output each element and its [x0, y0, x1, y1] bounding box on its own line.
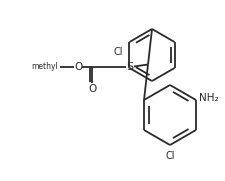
Text: methyl: methyl [31, 62, 58, 71]
Text: Cl: Cl [165, 151, 175, 161]
Text: NH₂: NH₂ [199, 93, 219, 103]
Text: O: O [74, 62, 82, 71]
Text: S: S [126, 62, 134, 71]
Text: Cl: Cl [114, 47, 124, 57]
Text: O: O [88, 85, 96, 94]
